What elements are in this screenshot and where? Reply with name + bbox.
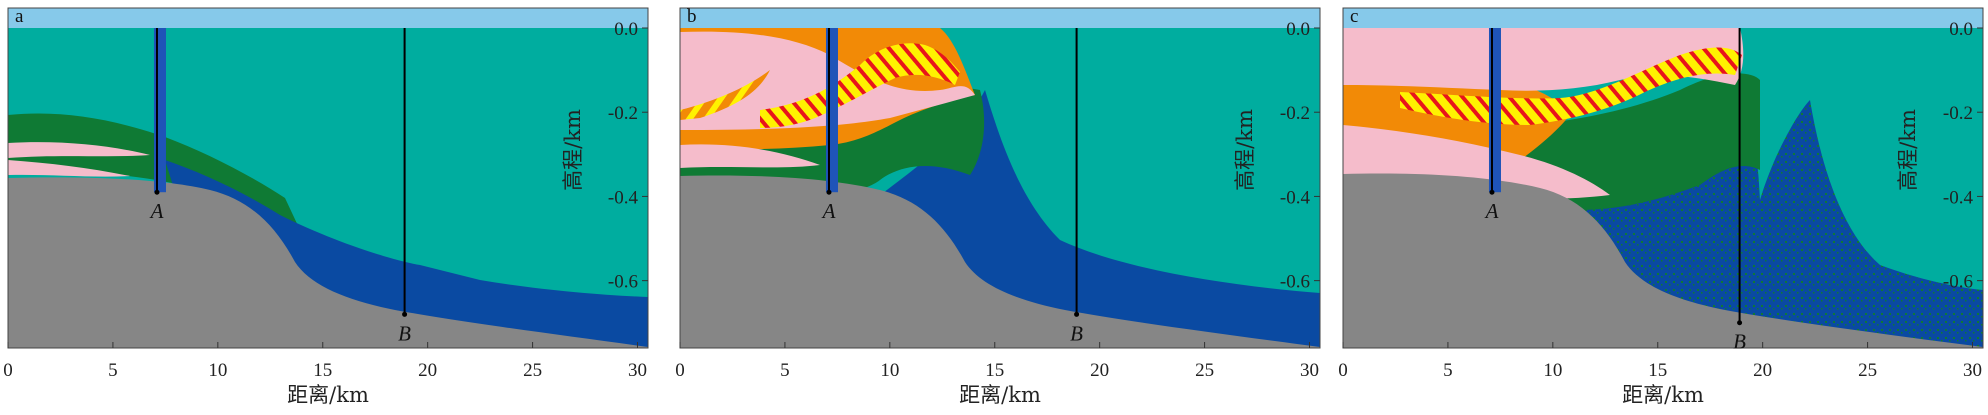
panel-c: c 0 5 10 15 20 25 30 0.0 -0.2 -0.4 -0.6 A B 距离/km 高程… xyxy=(1338,6,1984,407)
panel-c-axes: 0 5 10 15 20 25 30 0.0 -0.2 -0.4 -0.6 A B xyxy=(1338,19,1983,381)
panel-c-frame xyxy=(1342,7,1984,349)
x-tick-label: 15 xyxy=(1648,360,1667,381)
y-tick-label: -0.6 xyxy=(608,272,638,293)
panel-b: b 0 5 10 15 20 25 30 0.0 -0.2 -0.4 -0.6 A B 距离/km 高程… xyxy=(675,6,1321,407)
x-tick-label: 30 xyxy=(1963,360,1982,381)
well-a-label: A xyxy=(821,199,836,223)
panel-a-axes: 0 5 10 15 20 25 30 0.0 -0.2 -0.4 -0.6 A B xyxy=(3,19,648,381)
basement xyxy=(1343,173,1983,348)
well-a-casing xyxy=(153,28,166,193)
sky-band xyxy=(8,8,648,28)
y-tick-label: -0.4 xyxy=(1943,187,1974,208)
well-a-label: A xyxy=(1484,199,1499,223)
panel-b-plot xyxy=(680,8,1320,348)
y-tick-label: -0.4 xyxy=(608,187,639,208)
panel-c-plot xyxy=(1343,8,1983,348)
y-tick-label: 0.0 xyxy=(1949,19,1973,40)
well-b-marker xyxy=(1737,320,1743,326)
panel-c-letter: c xyxy=(1350,6,1358,27)
panel-b-letter: b xyxy=(687,6,697,27)
y-tick-label: -0.2 xyxy=(1943,103,1973,124)
x-tick-label: 15 xyxy=(313,360,332,381)
x-tick-label: 20 xyxy=(418,360,437,381)
x-tick-label: 0 xyxy=(3,360,13,381)
well-a-marker xyxy=(154,189,160,195)
well-a-casing xyxy=(1488,28,1501,193)
panel-a-frame xyxy=(7,7,649,349)
y-tick-label: -0.4 xyxy=(1280,187,1311,208)
x-tick-label: 30 xyxy=(628,360,647,381)
panel-a: a 0 5 10 15 20 25 30 0.0 -0.2 -0.4 -0.6 A B 距离/km 高程… xyxy=(3,6,649,407)
x-tick-label: 5 xyxy=(1443,360,1453,381)
well-a-label: A xyxy=(149,199,164,223)
panel-a-xlabel: 距离/km xyxy=(287,383,369,407)
x-tick-label: 5 xyxy=(108,360,118,381)
pink-lens-2 xyxy=(8,160,130,177)
x-tick-label: 0 xyxy=(1338,360,1348,381)
panel-a-ylabel: 高程/km xyxy=(561,109,585,191)
y-tick-label: -0.6 xyxy=(1280,272,1310,293)
well-a-casing xyxy=(825,28,838,193)
x-tick-label: 10 xyxy=(208,360,227,381)
x-tick-label: 20 xyxy=(1753,360,1772,381)
well-b-label: B xyxy=(1733,330,1746,354)
pink-lens xyxy=(680,144,820,168)
yellow-front xyxy=(1400,47,1742,125)
yellow-front xyxy=(760,43,960,128)
x-tick-label: 0 xyxy=(675,360,685,381)
blue-layer xyxy=(8,160,648,348)
sky-band xyxy=(1343,8,1983,28)
basement xyxy=(680,175,1320,348)
well-b-label: B xyxy=(1070,321,1083,345)
well-a-marker xyxy=(826,189,832,195)
x-tick-label: 15 xyxy=(985,360,1004,381)
x-tick-label: 20 xyxy=(1090,360,1109,381)
y-tick-label: -0.2 xyxy=(1280,103,1310,124)
panel-a-plot xyxy=(8,8,648,348)
panel-b-xlabel: 距离/km xyxy=(959,383,1041,407)
y-tick-label: -0.6 xyxy=(1943,272,1973,293)
well-b-marker xyxy=(1074,311,1080,317)
x-tick-label: 5 xyxy=(780,360,790,381)
y-tick-label: -0.2 xyxy=(608,103,638,124)
x-tick-label: 25 xyxy=(523,360,542,381)
panel-a-letter: a xyxy=(15,6,24,27)
x-tick-label: 25 xyxy=(1195,360,1214,381)
well-b-marker xyxy=(402,311,408,317)
pink-lens xyxy=(8,142,150,158)
panel-b-axes: 0 5 10 15 20 25 30 0.0 -0.2 -0.4 -0.6 A B xyxy=(675,19,1320,381)
well-b-label: B xyxy=(398,321,411,345)
y-tick-label: 0.0 xyxy=(1286,19,1310,40)
sky-band xyxy=(680,8,1320,28)
x-tick-label: 30 xyxy=(1300,360,1319,381)
x-tick-label: 25 xyxy=(1858,360,1877,381)
x-tick-label: 10 xyxy=(1543,360,1562,381)
y-tick-label: 0.0 xyxy=(614,19,638,40)
orange-yellow-fan xyxy=(680,70,770,120)
panel-b-ylabel: 高程/km xyxy=(1233,109,1257,191)
well-a-marker xyxy=(1489,189,1495,195)
basement xyxy=(8,177,648,348)
panel-c-xlabel: 距离/km xyxy=(1622,383,1704,407)
x-tick-label: 10 xyxy=(880,360,899,381)
panel-b-frame xyxy=(679,7,1321,349)
panel-c-ylabel: 高程/km xyxy=(1896,109,1920,191)
